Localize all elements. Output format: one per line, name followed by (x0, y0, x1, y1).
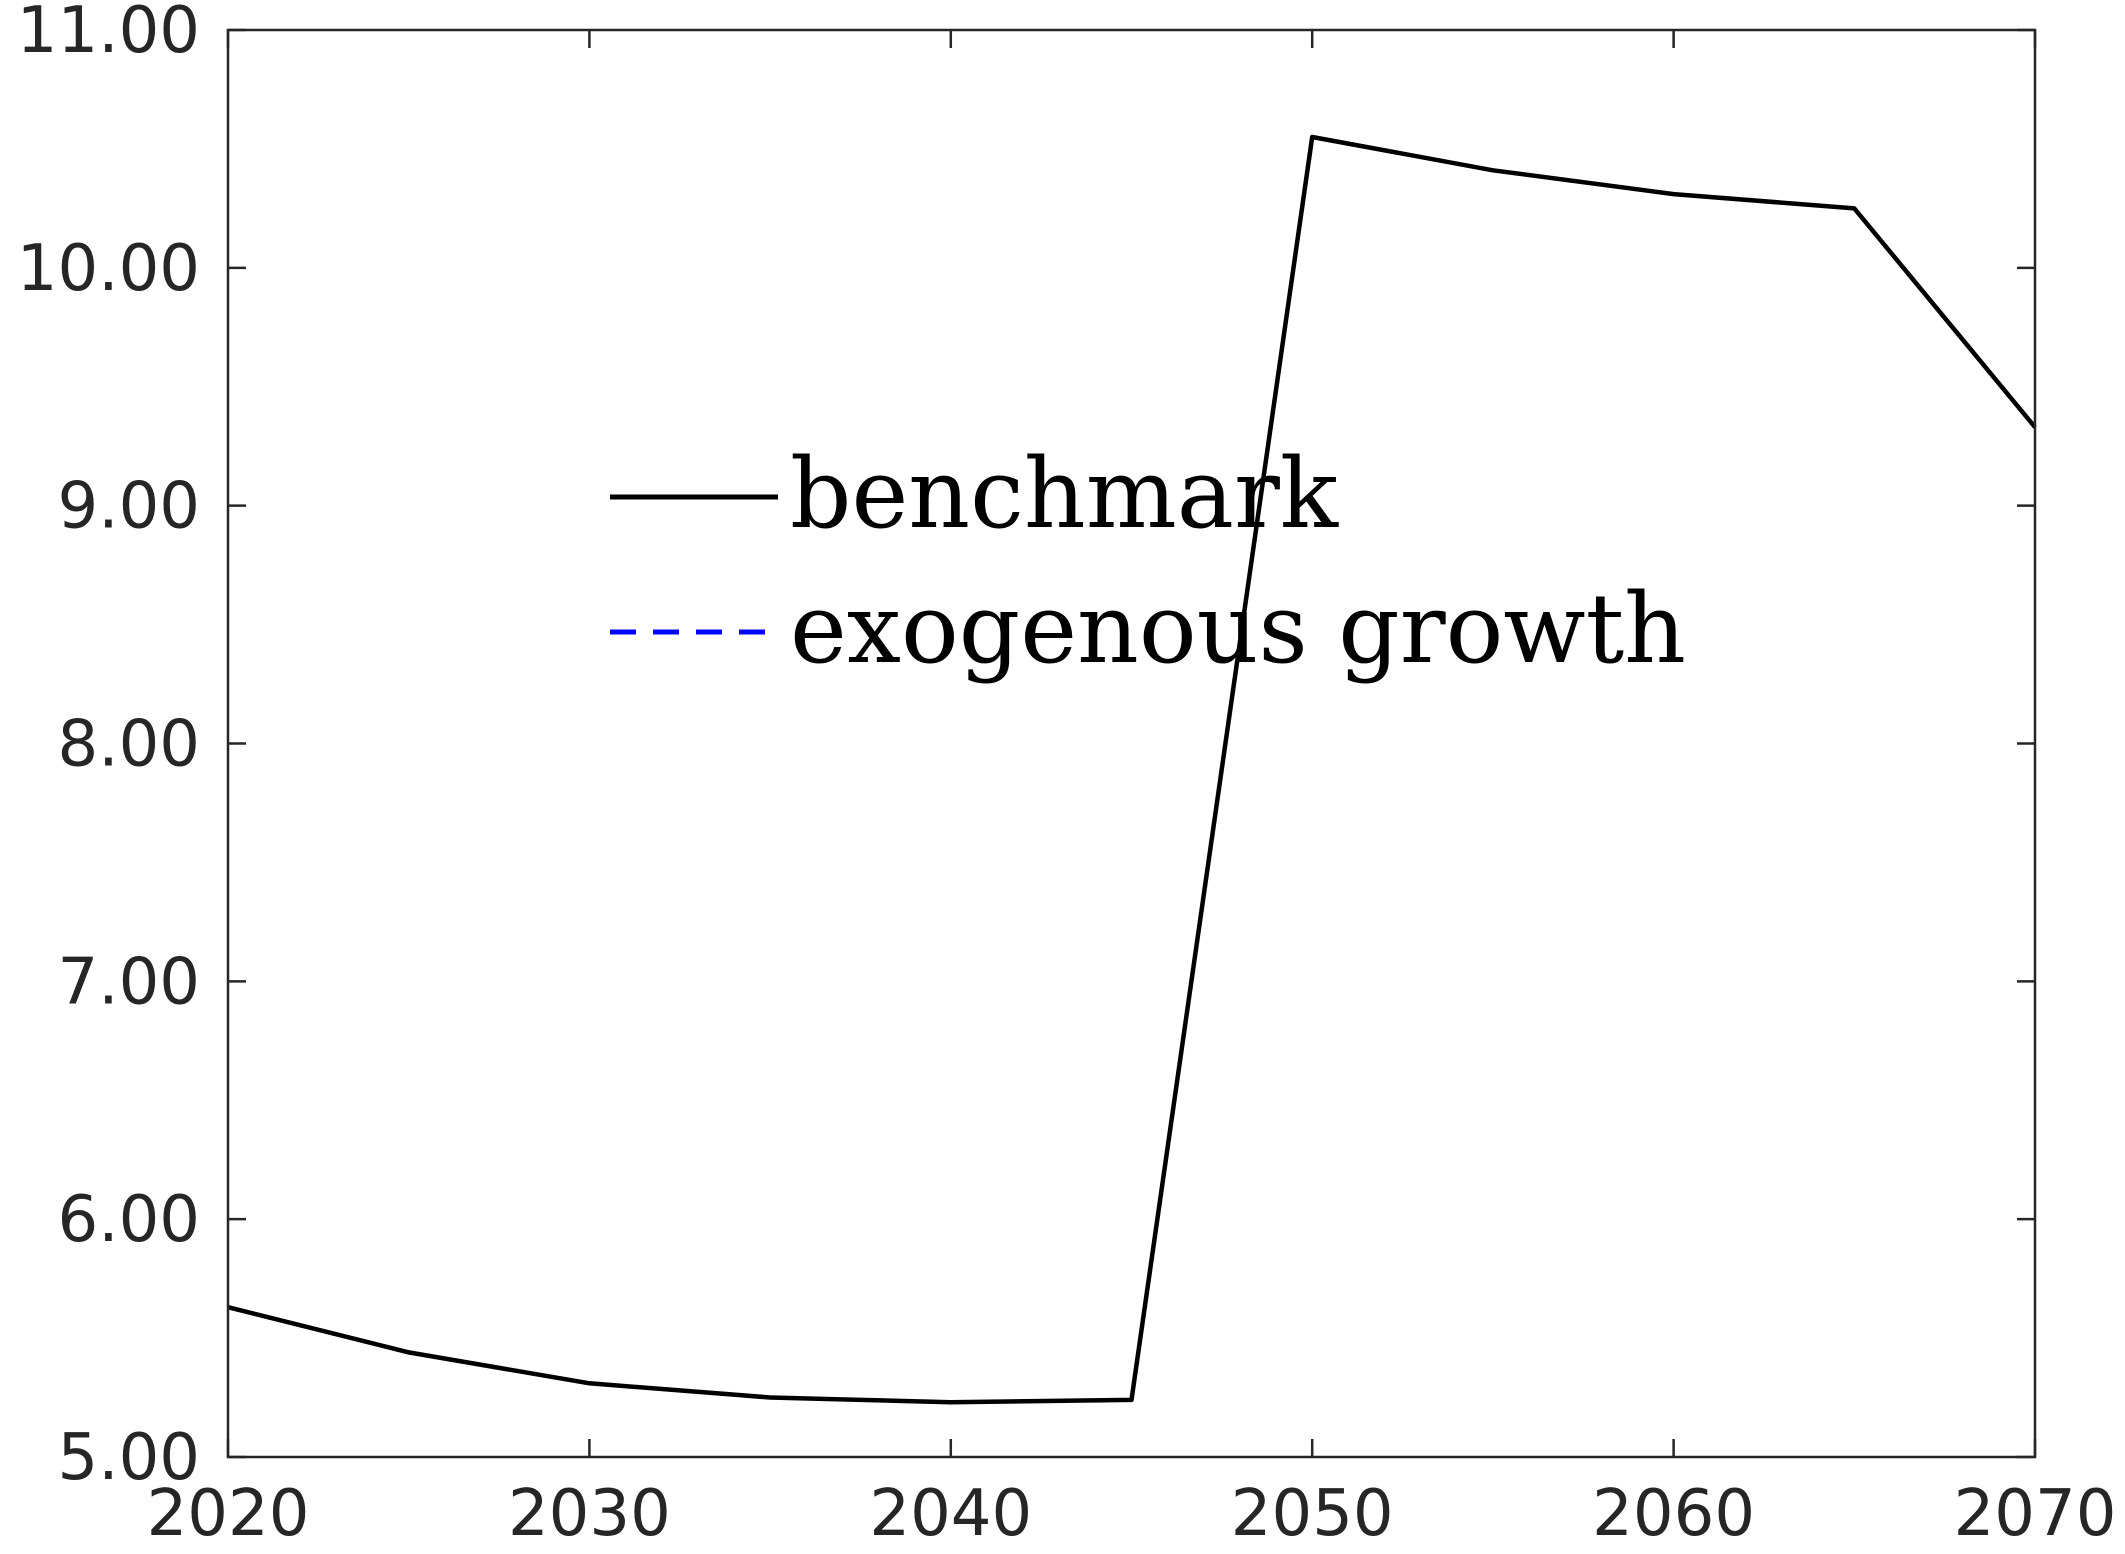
y-tick-label: 10.00 (17, 232, 200, 306)
plot-area-background (228, 30, 2035, 1457)
x-axis-tick-labels: 2020 2030 2040 2050 2060 2070 (147, 1477, 2117, 1551)
x-tick-label: 2070 (1954, 1477, 2117, 1551)
y-tick-label: 7.00 (58, 945, 201, 1019)
y-tick-label: 5.00 (58, 1421, 201, 1495)
x-tick-label: 2030 (508, 1477, 671, 1551)
y-tick-label: 8.00 (58, 708, 201, 782)
y-tick-label: 6.00 (58, 1183, 201, 1257)
x-tick-label: 2060 (1592, 1477, 1755, 1551)
x-tick-label: 2050 (1231, 1477, 1394, 1551)
legend-label-0: benchmark (790, 438, 1339, 550)
y-tick-label: 9.00 (58, 470, 201, 544)
y-tick-label: 11.00 (17, 0, 200, 68)
x-tick-label: 2040 (869, 1477, 1032, 1551)
legend-label-1: exogenous growth (790, 573, 1686, 685)
y-axis-tick-labels: 5.00 6.00 7.00 8.00 9.00 10.00 11.00 (17, 0, 200, 1495)
